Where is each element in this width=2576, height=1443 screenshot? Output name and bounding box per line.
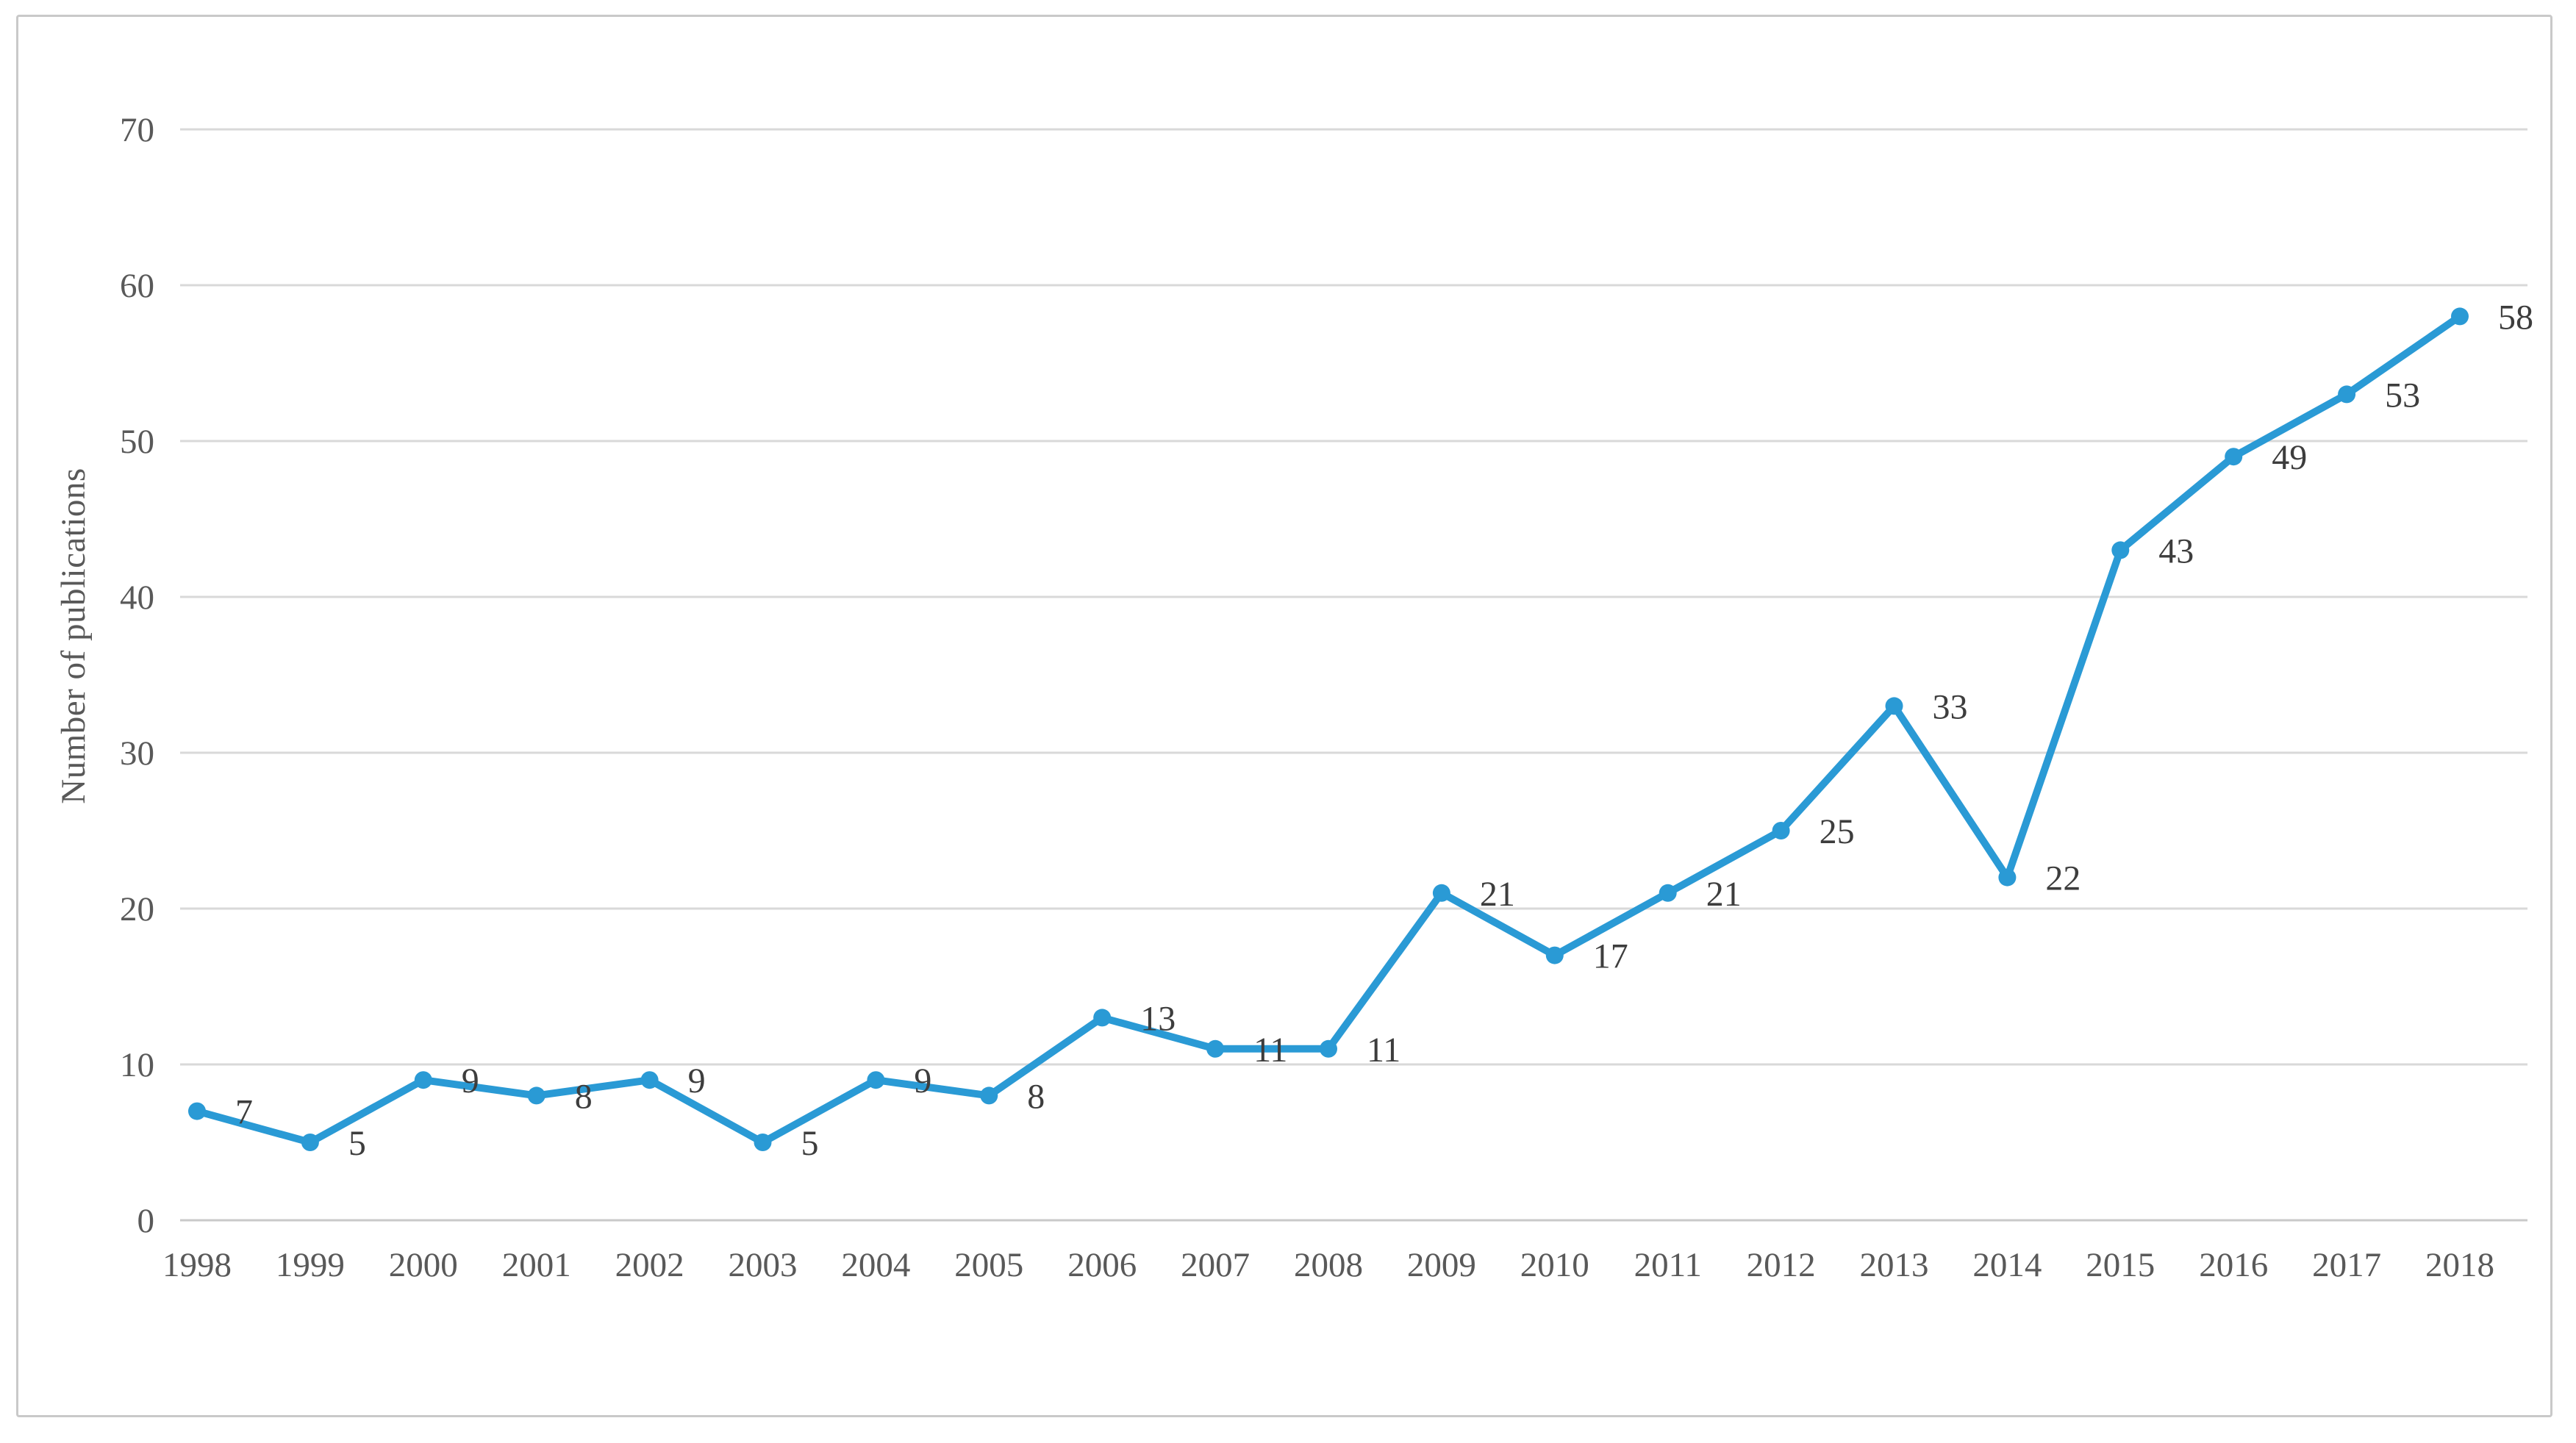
x-tick-label: 2018 — [2425, 1246, 2494, 1284]
x-tick-label: 2008 — [1294, 1246, 1363, 1284]
data-point-label: 11 — [1253, 1031, 1287, 1070]
data-point-label: 5 — [348, 1124, 366, 1163]
y-tick-label: 60 — [120, 267, 154, 305]
data-point-label: 25 — [1820, 812, 1855, 851]
data-point-label: 17 — [1593, 937, 1628, 976]
data-point-label: 9 — [914, 1061, 931, 1100]
y-tick-label: 50 — [120, 423, 154, 461]
data-point-marker — [1659, 884, 1677, 902]
x-tick-label: 2011 — [1634, 1246, 1702, 1284]
data-point-label: 21 — [1706, 875, 1742, 914]
data-point-marker — [301, 1134, 319, 1151]
y-tick-label: 20 — [120, 890, 154, 928]
data-point-marker — [414, 1071, 432, 1089]
data-point-marker — [527, 1086, 545, 1105]
data-point-marker — [754, 1134, 772, 1151]
data-point-label: 33 — [1933, 687, 1968, 726]
data-point-label: 8 — [575, 1077, 593, 1116]
x-tick-label: 2002 — [615, 1246, 684, 1284]
data-point-label: 43 — [2158, 531, 2194, 570]
data-point-marker — [1885, 697, 1903, 715]
x-tick-label: 2012 — [1747, 1246, 1816, 1284]
data-point-marker — [867, 1071, 885, 1089]
data-point-marker — [980, 1086, 998, 1105]
data-point-marker — [2451, 307, 2469, 326]
data-point-marker — [1432, 884, 1450, 902]
data-point-marker — [1998, 868, 2017, 887]
data-point-marker — [1093, 1009, 1112, 1027]
x-tick-label: 2017 — [2312, 1246, 2381, 1284]
x-tick-label: 2015 — [2086, 1246, 2155, 1284]
x-tick-label: 2001 — [502, 1246, 571, 1284]
figure-border-frame — [16, 15, 2552, 1417]
x-tick-label: 2006 — [1067, 1246, 1137, 1284]
data-point-marker — [2225, 448, 2243, 466]
data-point-marker — [188, 1102, 206, 1120]
y-axis-title: Number of publications — [54, 468, 93, 804]
x-tick-label: 2009 — [1407, 1246, 1476, 1284]
data-point-marker — [640, 1071, 659, 1089]
y-tick-label: 10 — [120, 1046, 154, 1084]
data-point-marker — [1320, 1039, 1337, 1058]
x-tick-label: 1999 — [276, 1246, 345, 1284]
x-tick-label: 2014 — [1972, 1246, 2042, 1284]
data-point-label: 21 — [1480, 875, 1515, 914]
data-point-marker — [2111, 541, 2130, 559]
y-tick-label: 0 — [137, 1202, 155, 1240]
data-point-label: 9 — [688, 1061, 706, 1100]
data-point-marker — [1545, 946, 1564, 964]
x-tick-label: 2013 — [1860, 1246, 1929, 1284]
data-point-marker — [1772, 822, 1790, 839]
data-point-label: 22 — [2045, 859, 2081, 898]
y-tick-label: 70 — [120, 111, 154, 149]
data-point-label: 8 — [1027, 1077, 1045, 1116]
x-tick-label: 2010 — [1520, 1246, 1589, 1284]
data-point-label: 53 — [2385, 376, 2420, 415]
y-tick-label: 40 — [120, 579, 154, 617]
y-tick-label: 30 — [120, 734, 154, 773]
data-point-marker — [1206, 1039, 1225, 1058]
x-tick-label: 2003 — [729, 1246, 798, 1284]
x-tick-label: 2000 — [389, 1246, 458, 1284]
x-tick-label: 2007 — [1181, 1246, 1250, 1284]
data-point-marker — [2338, 385, 2356, 404]
x-tick-label: 2016 — [2199, 1246, 2268, 1284]
data-point-label: 5 — [801, 1124, 819, 1163]
data-point-label: 49 — [2272, 438, 2307, 477]
data-point-label: 13 — [1140, 999, 1176, 1038]
data-point-label: 11 — [1367, 1031, 1400, 1070]
data-point-label: 58 — [2498, 298, 2533, 337]
x-tick-label: 1998 — [162, 1246, 232, 1284]
x-tick-label: 2005 — [954, 1246, 1023, 1284]
data-point-label: 7 — [235, 1093, 253, 1132]
data-point-label: 9 — [462, 1061, 479, 1100]
x-tick-label: 2004 — [841, 1246, 910, 1284]
